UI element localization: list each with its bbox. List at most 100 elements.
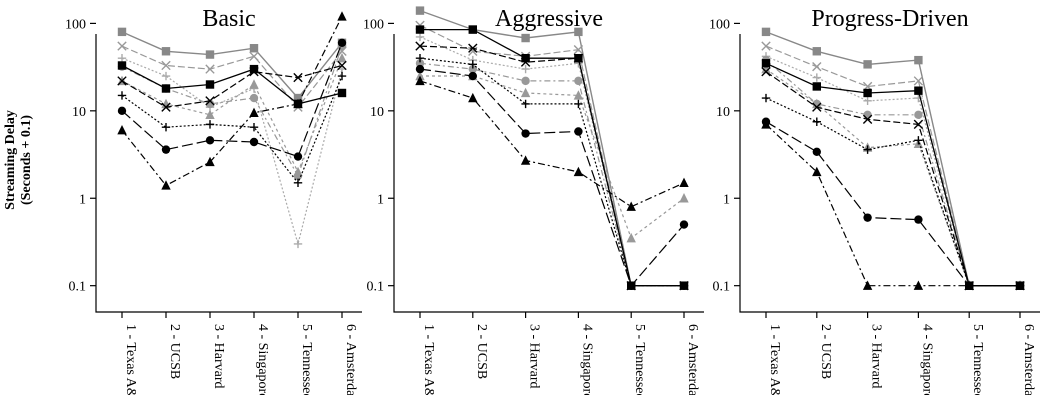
data-point bbox=[914, 93, 923, 103]
data-point bbox=[337, 38, 347, 47]
panel-title: Progress-Driven bbox=[811, 6, 968, 32]
data-point bbox=[679, 177, 689, 188]
data-point bbox=[521, 129, 530, 138]
series-line bbox=[420, 28, 684, 287]
series-2 bbox=[415, 20, 689, 291]
series-10 bbox=[117, 11, 347, 190]
series-1 bbox=[415, 6, 689, 290]
data-point bbox=[249, 107, 259, 117]
series-line bbox=[765, 97, 1020, 287]
data-point bbox=[574, 27, 583, 37]
data-point bbox=[249, 44, 259, 53]
data-point bbox=[337, 88, 347, 98]
panel-progress-driven: Progress-Driven 0.1 1 10 100 1 - Texas A&M 2 … bbox=[709, 6, 1040, 395]
y-tick-label: 1 bbox=[79, 192, 86, 207]
data-point bbox=[761, 59, 771, 68]
data-point bbox=[573, 53, 584, 63]
data-point bbox=[761, 63, 771, 74]
series-line bbox=[121, 42, 343, 158]
x-tick-label: 5 - Tennessee bbox=[632, 324, 647, 395]
data-point bbox=[293, 98, 303, 109]
data-point bbox=[761, 41, 771, 51]
data-point bbox=[161, 122, 171, 132]
x-tick-label: 4 - Singapore bbox=[579, 324, 594, 395]
data-point bbox=[293, 166, 303, 177]
data-point bbox=[521, 53, 530, 63]
data-point bbox=[812, 73, 821, 82]
series-9 bbox=[761, 117, 1025, 290]
data-point bbox=[249, 93, 259, 103]
data-point bbox=[117, 125, 127, 135]
x-tick-label: 3 - Harvard bbox=[869, 324, 884, 389]
series-line bbox=[765, 62, 1020, 287]
data-point bbox=[574, 99, 583, 109]
series-line bbox=[121, 64, 343, 105]
y-tick-label: 10 bbox=[72, 105, 86, 120]
panel-basic: Basic 0.1 1 10 100 1 - Texas A&M 2 - UCSB 3 - … bbox=[65, 6, 362, 395]
y-tick-label: 100 bbox=[65, 17, 86, 32]
data-point bbox=[863, 110, 872, 120]
data-point bbox=[415, 32, 425, 42]
data-point bbox=[205, 80, 215, 89]
data-point bbox=[862, 114, 873, 124]
data-point bbox=[337, 60, 347, 71]
series-line bbox=[419, 68, 685, 287]
y-axis-label-line2: (Seconds + 0.1) bbox=[19, 115, 34, 205]
data-point bbox=[573, 90, 584, 100]
data-point bbox=[520, 155, 531, 165]
data-point bbox=[161, 102, 171, 112]
data-point bbox=[205, 96, 215, 106]
data-point bbox=[468, 60, 477, 69]
data-point bbox=[249, 64, 259, 74]
data-point bbox=[761, 27, 771, 37]
data-point bbox=[913, 280, 924, 290]
data-point bbox=[679, 193, 689, 203]
series-line bbox=[419, 45, 684, 287]
y-tick-label: 0.1 bbox=[713, 280, 731, 295]
data-point bbox=[679, 220, 689, 229]
data-point bbox=[812, 61, 822, 72]
data-point bbox=[761, 119, 771, 129]
y-tick-label: 0.1 bbox=[367, 280, 385, 295]
data-point bbox=[415, 64, 425, 74]
series-10 bbox=[761, 119, 1025, 290]
data-point bbox=[521, 64, 530, 74]
series-3 bbox=[415, 32, 689, 290]
x-tick-label: 1 - Texas A&M bbox=[421, 324, 436, 395]
data-point bbox=[863, 213, 872, 222]
data-point bbox=[627, 281, 636, 290]
series-8 bbox=[117, 71, 347, 188]
series-1 bbox=[761, 27, 1025, 290]
data-point bbox=[293, 152, 303, 161]
series-line bbox=[419, 9, 684, 287]
data-point bbox=[249, 137, 259, 147]
panel-title: Basic bbox=[202, 6, 255, 32]
data-point bbox=[249, 51, 259, 62]
series-line bbox=[765, 45, 1020, 287]
series-6 bbox=[415, 25, 689, 290]
y-tick-label: 10 bbox=[716, 105, 730, 120]
data-point bbox=[249, 67, 259, 77]
data-point bbox=[626, 232, 636, 243]
series-line bbox=[121, 31, 343, 100]
data-point bbox=[573, 166, 584, 177]
series-line bbox=[121, 75, 343, 185]
series-line bbox=[419, 62, 684, 287]
data-point bbox=[914, 110, 923, 120]
series-5 bbox=[415, 70, 689, 243]
data-point bbox=[161, 71, 171, 81]
data-point bbox=[415, 75, 425, 86]
y-tick-label: 1 bbox=[723, 192, 730, 207]
x-tick-label: 1 - Texas A&M bbox=[123, 324, 138, 395]
data-point bbox=[812, 102, 822, 112]
data-point bbox=[161, 47, 171, 56]
data-point bbox=[205, 136, 215, 145]
axes bbox=[739, 34, 1040, 313]
data-point bbox=[679, 281, 689, 290]
data-point bbox=[812, 82, 821, 91]
series-line bbox=[121, 16, 343, 187]
series-line bbox=[765, 71, 1020, 287]
data-point bbox=[761, 67, 771, 77]
series-line bbox=[765, 59, 1020, 287]
series-line bbox=[420, 75, 685, 240]
